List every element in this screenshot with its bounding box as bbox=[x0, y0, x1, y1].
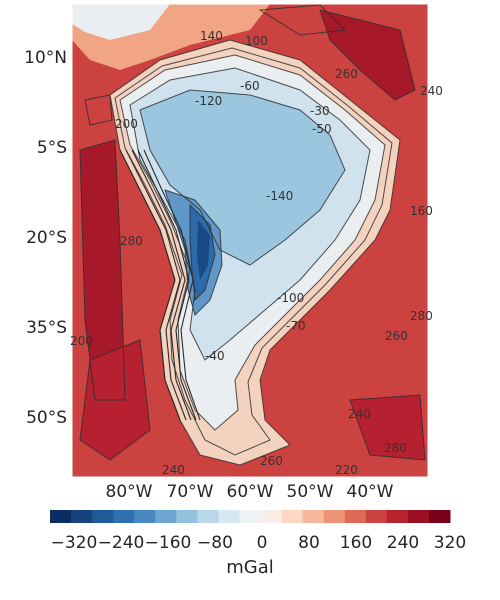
contour-label: 160 bbox=[410, 204, 433, 218]
colorbar bbox=[50, 510, 451, 523]
contour-label: 260 bbox=[260, 454, 283, 468]
map-frame bbox=[71, 3, 429, 478]
colorbar-tick: 160 bbox=[339, 533, 373, 553]
contour-label: 280 bbox=[384, 441, 407, 455]
contour-label: -30 bbox=[310, 104, 330, 118]
colorbar-tick: 240 bbox=[386, 533, 420, 553]
lat-label-20s: 20°S bbox=[26, 228, 67, 248]
colorbar-segment bbox=[71, 510, 93, 523]
lon-label-70w: 70°W bbox=[166, 482, 214, 502]
colorbar-segment bbox=[218, 510, 240, 523]
contour-label: 240 bbox=[420, 84, 443, 98]
contour-label: 100 bbox=[245, 34, 268, 48]
contour-label: 220 bbox=[335, 463, 358, 477]
colorbar-segment bbox=[386, 510, 409, 523]
colorbar-segment bbox=[260, 510, 283, 523]
colorbar-tick: −240 bbox=[97, 533, 145, 553]
lon-label-50w: 50°W bbox=[286, 482, 334, 502]
lat-label-35s: 35°S bbox=[26, 318, 67, 338]
lat-label-50s: 50°S bbox=[26, 408, 67, 428]
atlantic-high-ne bbox=[320, 10, 415, 100]
colorbar-segment bbox=[428, 510, 451, 523]
colorbar-segment bbox=[407, 510, 430, 523]
contour-label: -40 bbox=[205, 349, 225, 363]
contour-label: 140 bbox=[200, 29, 223, 43]
colorbar-segment bbox=[365, 510, 388, 523]
contour-label: -60 bbox=[240, 79, 260, 93]
contour-label: -100 bbox=[277, 291, 304, 305]
amazon-basin bbox=[140, 90, 345, 265]
colorbar-segment bbox=[302, 510, 325, 523]
contour-label: 280 bbox=[410, 309, 433, 323]
colorbar-segment bbox=[92, 510, 114, 523]
contour-label: 240 bbox=[348, 407, 371, 421]
contour-label: 200 bbox=[115, 117, 138, 131]
colorbar-tick: 80 bbox=[298, 533, 320, 553]
colorbar-segment bbox=[113, 510, 135, 523]
atlantic-high-sw bbox=[350, 395, 425, 460]
colorbar-tick: −80 bbox=[197, 533, 233, 553]
contour-label: -50 bbox=[312, 122, 332, 136]
contour-label: 280 bbox=[120, 234, 143, 248]
colorbar-title: mGal bbox=[226, 557, 274, 578]
contour-label: 240 bbox=[162, 463, 185, 477]
contour-label: 260 bbox=[385, 329, 408, 343]
pacific-high-band bbox=[80, 140, 125, 400]
andes-core bbox=[197, 220, 210, 280]
contour-label: 200 bbox=[70, 334, 93, 348]
contour-labels: -120 -140 -100 -70 -40 -60 -50 -30 100 140 260 200 2… bbox=[70, 29, 443, 477]
colorbar-tick: 320 bbox=[433, 533, 467, 553]
contour-label: 260 bbox=[335, 67, 358, 81]
contour-label: -140 bbox=[266, 189, 293, 203]
colorbar-segment bbox=[50, 510, 72, 523]
colorbar-segment bbox=[197, 510, 219, 523]
colorbar-segment bbox=[134, 510, 156, 523]
lon-label-80w: 80°W bbox=[105, 482, 153, 502]
colorbar-segment bbox=[155, 510, 177, 523]
colorbar-tick: 0 bbox=[256, 533, 268, 553]
colorbar-segment bbox=[344, 510, 367, 523]
colorbar-tick: −160 bbox=[144, 533, 192, 553]
lon-label-60w: 60°W bbox=[226, 482, 274, 502]
colorbar-tick: −320 bbox=[50, 533, 98, 553]
lat-label-5s: 5°S bbox=[36, 138, 67, 158]
lat-label-10n: 10°N bbox=[24, 48, 67, 68]
contour-label: -120 bbox=[195, 94, 222, 108]
contour-label: -70 bbox=[286, 319, 306, 333]
lon-label-40w: 40°W bbox=[346, 482, 394, 502]
colorbar-segment bbox=[281, 510, 304, 523]
colorbar-segment bbox=[176, 510, 198, 523]
colorbar-segment bbox=[239, 510, 262, 523]
colorbar-segment bbox=[323, 510, 346, 523]
caribbean-light bbox=[72, 4, 170, 40]
